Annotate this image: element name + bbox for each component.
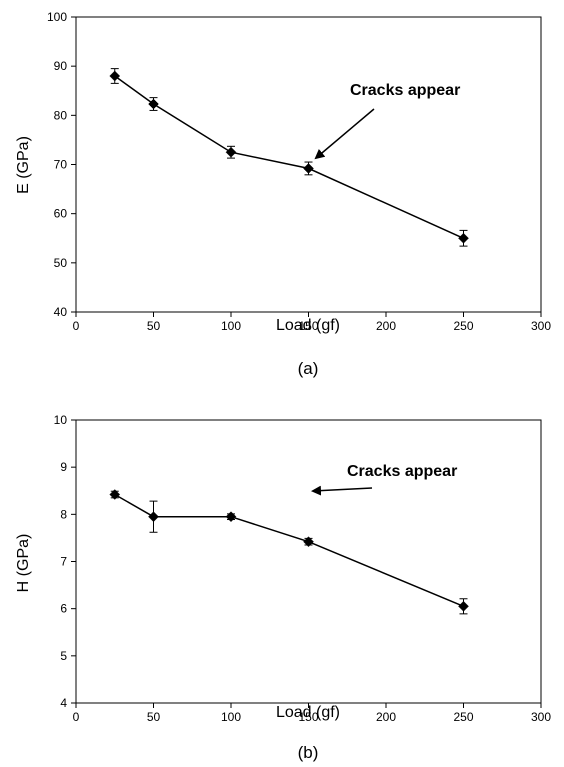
chart-b-x-tick-label: 0	[73, 710, 80, 724]
chart-a-panel-label: (a)	[298, 359, 319, 378]
chart-a-y-tick-label: 90	[54, 59, 68, 73]
chart-a-data-point	[109, 70, 121, 82]
chart-a-y-tick-label: 100	[47, 10, 67, 24]
chart-a-y-tick-label: 40	[54, 305, 68, 319]
chart-b-annotation-arrow	[311, 485, 373, 496]
chart-b-y-tick-label: 8	[60, 507, 67, 521]
chart-a-series-line	[114, 75, 464, 239]
chart-a-ylabel: E (GPa)	[15, 136, 32, 194]
chart-a-annotation: Cracks appear	[350, 82, 460, 99]
chart-a-y-tick-label: 80	[54, 108, 68, 122]
chart-a-data-point	[458, 232, 469, 244]
chart-b-x-tick-label: 300	[531, 710, 551, 724]
chart-a-data-point	[225, 146, 237, 158]
chart-b-data-point	[225, 511, 237, 523]
chart-a-x-tick-label: 100	[221, 319, 241, 333]
chart-b-data-point	[458, 600, 469, 612]
chart-a-xlabel: Load (gf)	[276, 317, 340, 334]
chart-b-data-point	[148, 511, 159, 523]
chart-b-series-line	[114, 493, 464, 607]
chart-a-data-point	[148, 98, 159, 110]
chart-b-xlabel: Load (gf)	[276, 704, 340, 721]
chart-b-x-tick-label: 250	[453, 710, 473, 724]
chart-a-annotation-arrow	[314, 108, 375, 160]
chart-a-x-tick-label: 0	[73, 319, 80, 333]
chart-b-y-tick-label: 10	[54, 413, 68, 427]
chart-b-y-tick-label: 9	[60, 460, 67, 474]
chart-b-annotation: Cracks appear	[347, 463, 457, 480]
chart-panel-b: Load (gf) H (GPa) (b) Cracks appear 0 50 1…	[15, 413, 551, 762]
chart-b-y-tick-label: 7	[60, 555, 67, 569]
chart-b-x-tick-label: 150	[298, 710, 318, 724]
chart-b-x-tick-label: 100	[221, 710, 241, 724]
chart-panel-a: Load (gf) E (GPa) (a) Cracks appear 0 50 1…	[15, 10, 551, 378]
chart-b-data-point	[303, 536, 314, 548]
chart-a-x-tick-label: 300	[531, 319, 551, 333]
chart-a-x-tick-label: 200	[376, 319, 396, 333]
chart-a-y-tick-label: 70	[54, 158, 68, 172]
chart-a-x-tick-label: 50	[147, 319, 161, 333]
chart-b-panel-label: (b)	[298, 743, 319, 762]
chart-a-y-tick-label: 60	[54, 207, 68, 221]
chart-b-y-tick-label: 6	[60, 602, 67, 616]
chart-a-x-tick-label: 250	[453, 319, 473, 333]
chart-b-data-point	[109, 489, 121, 500]
chart-b-plot-area	[75, 419, 542, 704]
chart-a-y-tick-label: 50	[54, 256, 68, 270]
chart-a-x-tick-label: 150	[298, 319, 318, 333]
chart-b-x-tick-label: 50	[147, 710, 161, 724]
chart-a-data-point	[303, 163, 314, 174]
chart-b-x-tick-label: 200	[376, 710, 396, 724]
chart-b-y-tick-label: 4	[60, 696, 67, 710]
chart-b-y-tick-label: 5	[60, 649, 67, 663]
chart-b-ylabel: H (GPa)	[15, 534, 32, 593]
